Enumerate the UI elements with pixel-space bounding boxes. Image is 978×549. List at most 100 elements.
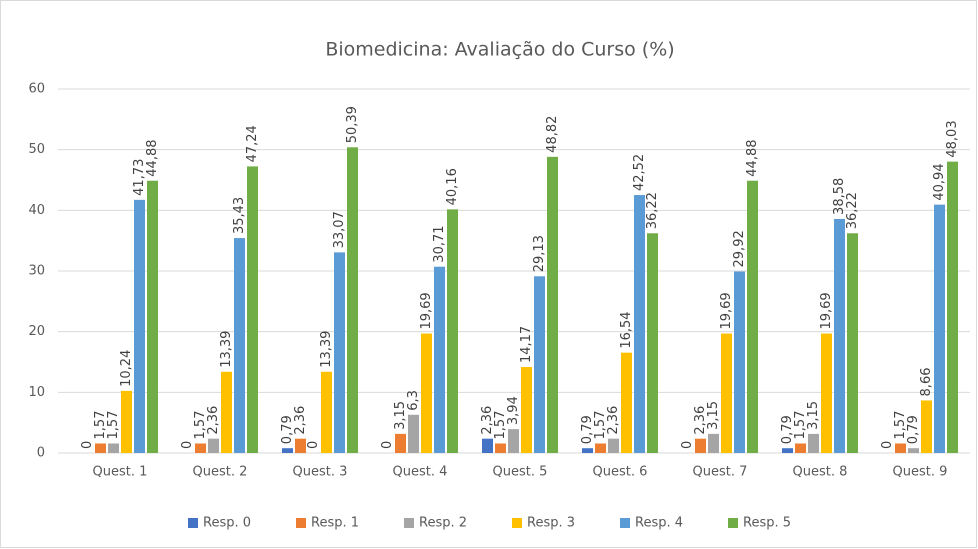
data-label: 44,88	[745, 140, 760, 177]
data-label: 30,71	[432, 225, 447, 262]
data-label: 47,24	[245, 125, 260, 162]
data-label: 1,57	[493, 411, 508, 440]
bar	[595, 443, 606, 453]
bar	[647, 233, 658, 453]
legend-label: Resp. 3	[527, 516, 575, 531]
bar	[708, 433, 719, 453]
data-label: 29,92	[732, 230, 747, 267]
x-tick-label: Quest. 6	[593, 465, 648, 480]
bar	[134, 199, 145, 453]
bar	[121, 390, 132, 453]
bar	[947, 161, 958, 454]
bar	[321, 371, 332, 453]
data-label: 38,58	[832, 178, 847, 215]
data-label: 48,03	[945, 120, 960, 157]
bar	[108, 443, 119, 453]
data-label: 13,39	[319, 331, 334, 368]
data-label: 19,69	[819, 292, 834, 329]
data-label: 2,36	[606, 406, 621, 435]
y-tick-label: 50	[28, 142, 45, 157]
bar	[782, 448, 793, 453]
bar	[508, 429, 519, 453]
legend-label: Resp. 5	[743, 516, 791, 531]
y-tick-label: 30	[28, 264, 45, 279]
bar	[847, 233, 858, 453]
data-label: 42,52	[632, 154, 647, 191]
data-label: 1,57	[106, 411, 121, 440]
data-label: 0,79	[906, 415, 921, 444]
x-tick-label: Quest. 7	[693, 465, 748, 480]
bar	[408, 414, 419, 453]
data-label: 0	[80, 441, 95, 449]
bar	[621, 352, 632, 453]
data-label: 19,69	[419, 292, 434, 329]
bar	[147, 180, 158, 453]
data-label: 40,16	[445, 168, 460, 205]
data-label: 2,36	[206, 406, 221, 435]
bar	[747, 180, 758, 453]
data-label: 2,36	[293, 406, 308, 435]
legend-swatch	[188, 518, 198, 528]
data-label: 0	[880, 441, 895, 449]
x-tick-label: Quest. 5	[493, 465, 548, 480]
bar	[95, 443, 106, 453]
data-label: 16,54	[619, 311, 634, 348]
bar	[234, 238, 245, 453]
bar	[895, 443, 906, 453]
legend-swatch	[512, 518, 522, 528]
legend-swatch	[296, 518, 306, 528]
data-label: 29,13	[532, 235, 547, 272]
data-label: 3,15	[706, 401, 721, 430]
data-label: 1,57	[793, 411, 808, 440]
bar	[582, 448, 593, 453]
data-label: 36,22	[845, 192, 860, 229]
bar	[208, 438, 219, 453]
bar	[221, 371, 232, 453]
data-label: 0	[380, 441, 395, 449]
data-label: 3,94	[506, 396, 521, 425]
data-label: 2,36	[480, 406, 495, 435]
bar	[247, 166, 258, 454]
bar	[447, 209, 458, 453]
bar	[908, 448, 919, 453]
bar	[734, 271, 745, 453]
bar	[521, 367, 532, 453]
bar	[934, 204, 945, 453]
data-label: 3,15	[393, 401, 408, 430]
data-label: 41,73	[132, 159, 147, 196]
data-label: 0	[306, 441, 321, 449]
x-tick-label: Quest. 2	[193, 465, 248, 480]
legend-swatch	[620, 518, 630, 528]
data-label: 1,57	[593, 411, 608, 440]
y-tick-label: 40	[28, 203, 45, 218]
x-tick-label: Quest. 9	[893, 465, 948, 480]
chart-title: Biomedicina: Avaliação do Curso (%)	[325, 39, 674, 61]
y-tick-label: 60	[28, 82, 45, 97]
bar	[534, 276, 545, 453]
bar	[808, 433, 819, 453]
data-label: 0,79	[780, 415, 795, 444]
data-label: 0	[680, 441, 695, 449]
x-tick-label: Quest. 3	[293, 465, 348, 480]
data-label: 19,69	[719, 292, 734, 329]
bar	[347, 147, 358, 453]
bar	[495, 443, 506, 453]
legend-label: Resp. 2	[419, 516, 467, 531]
bar	[821, 333, 832, 453]
bar	[282, 448, 293, 453]
data-label: 14,17	[519, 326, 534, 363]
x-tick-label: Quest. 4	[393, 465, 448, 480]
data-label: 36,22	[645, 192, 660, 229]
bar	[634, 195, 645, 453]
data-label: 1,57	[93, 411, 108, 440]
bar	[721, 333, 732, 453]
bar	[834, 218, 845, 453]
legend-swatch	[404, 518, 414, 528]
legend-label: Resp. 4	[635, 516, 683, 531]
bar	[608, 438, 619, 453]
legend-label: Resp. 0	[203, 516, 251, 531]
bar	[482, 438, 493, 453]
data-label: 35,43	[232, 197, 247, 234]
data-label: 0,79	[280, 415, 295, 444]
